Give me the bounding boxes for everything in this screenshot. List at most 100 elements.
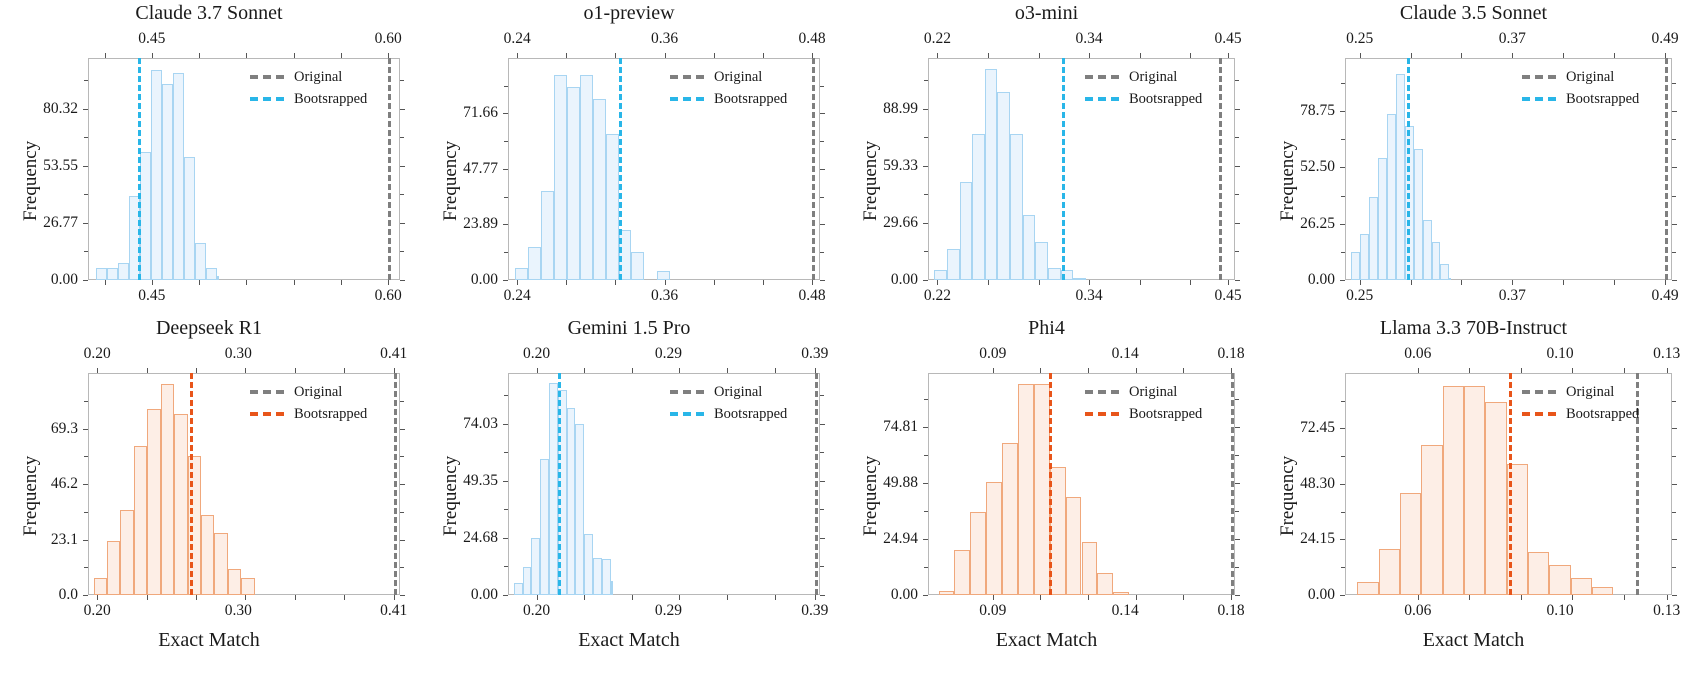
x-tick — [1231, 595, 1233, 600]
histogram-bar — [162, 83, 174, 280]
y-tick — [503, 423, 508, 425]
y-minor-tick-right — [1672, 400, 1676, 402]
y-axis-label: 72.45 — [1300, 419, 1335, 437]
histogram-bar — [946, 249, 960, 280]
bootstrapped-line — [189, 373, 193, 595]
y-axis-label: 48.30 — [1300, 474, 1335, 492]
legend: Original Bootsrapped — [670, 66, 787, 110]
original-dash-icon — [670, 75, 704, 79]
y-minor-tick — [84, 194, 88, 196]
y-axis-label: 0.00 — [470, 271, 498, 288]
original-line — [812, 58, 816, 280]
y-axis-label: 49.35 — [463, 471, 498, 489]
x-axis-label-top: 0.30 — [224, 345, 252, 362]
panel-claude-3-7-sonnet: Claude 3.7 Sonnet 0.45 0.45 0.60 0.60 0.00 26.… — [0, 0, 418, 315]
x-tick-top — [631, 368, 633, 373]
y-minor-tick — [504, 85, 508, 87]
x-tick-top — [104, 53, 106, 58]
histogram-bar — [173, 72, 185, 280]
x-tick — [1417, 595, 1419, 600]
x-axis-label: 0.45 — [138, 287, 166, 304]
y-tick — [1340, 428, 1345, 430]
y-tick — [1340, 539, 1345, 541]
legend-item-original: Original — [670, 381, 787, 403]
legend: Original Bootsrapped — [1085, 381, 1202, 425]
histogram-bar — [972, 133, 985, 280]
legend: Original Bootsrapped — [1522, 381, 1639, 425]
y-minor-tick — [924, 137, 928, 139]
panel-claude-3-5-sonnet: Claude 3.5 Sonnet 0.25 0.25 0.37 0.37 0.49 0.4… — [1257, 0, 1690, 315]
legend-item-bootstrapped: Bootsrapped — [1522, 88, 1639, 110]
y-tick-right — [400, 595, 405, 596]
panel-title: Llama 3.3 70B-Instruct — [1379, 317, 1568, 339]
x-tick-top — [536, 368, 538, 373]
y-axis-title: Frequency — [1277, 140, 1298, 221]
x-tick — [1139, 280, 1141, 285]
x-tick — [1512, 280, 1514, 285]
panel-llama-3-3-70b-instruct: Llama 3.3 70B-Instruct 0.06 0.06 0.10 0.10 0.… — [1257, 315, 1690, 689]
x-axis-label: 0.45 — [1214, 287, 1242, 304]
x-tick — [1461, 280, 1463, 285]
y-tick-right — [1235, 483, 1240, 485]
y-tick — [503, 224, 508, 226]
histogram-bar — [554, 75, 567, 280]
x-tick-top — [1512, 53, 1514, 58]
x-axis-label-top: 0.34 — [1075, 30, 1103, 47]
x-tick-top — [615, 53, 617, 58]
y-axis-label: 47.77 — [463, 159, 498, 177]
y-minor-tick — [504, 509, 508, 511]
y-axis-label: 88.99 — [883, 99, 918, 117]
legend-label-original: Original — [294, 383, 343, 400]
y-minor-tick — [924, 251, 928, 253]
y-minor-tick-right — [400, 511, 404, 513]
histogram-bar — [1442, 385, 1465, 595]
original-line — [393, 373, 397, 595]
legend-item-original: Original — [1085, 381, 1202, 403]
histogram-bar — [151, 69, 163, 280]
histogram-bar — [1065, 497, 1082, 595]
x-tick-top — [1520, 368, 1522, 373]
x-axis-label: 0.25 — [1346, 287, 1374, 304]
x-tick-top — [196, 368, 197, 373]
x-tick — [1624, 595, 1626, 600]
x-tick — [517, 280, 519, 285]
y-minor-tick — [1341, 456, 1345, 458]
x-tick — [1520, 595, 1522, 600]
y-minor-tick-right — [820, 509, 824, 511]
histogram-bar — [1431, 242, 1441, 280]
x-tick-top — [814, 368, 816, 373]
plot-area — [923, 368, 1240, 600]
histogram-bar — [1060, 270, 1074, 280]
y-tick-right — [1672, 595, 1677, 596]
bootstrapped-dash-icon — [1085, 97, 1119, 101]
y-tick — [83, 280, 88, 281]
x-axis-label: 0.18 — [1217, 602, 1245, 619]
y-axis-title: Frequency — [860, 140, 881, 221]
y-tick-right — [1235, 222, 1240, 224]
legend-item-bootstrapped: Bootsrapped — [1085, 88, 1202, 110]
x-tick — [1088, 595, 1090, 600]
x-tick — [988, 280, 989, 285]
x-axis-label-top: 0.09 — [979, 345, 1007, 362]
x-tick — [1190, 280, 1192, 285]
histogram-bar — [1035, 241, 1048, 280]
x-tick-top — [1359, 53, 1361, 58]
panel-gemini-1-5-pro: Gemini 1.5 Pro 0.20 0.20 0.29 0.29 0.39 0.39 0.… — [420, 315, 838, 689]
x-tick-top — [1614, 53, 1616, 58]
x-axis-label: 0.20 — [83, 602, 111, 619]
y-axis-label: 0.0 — [58, 586, 78, 603]
y-minor-tick-right — [820, 196, 824, 198]
y-axis-label: 24.68 — [463, 528, 498, 546]
y-tick-right — [400, 280, 405, 281]
histogram-bar — [970, 512, 987, 595]
x-tick-top — [1139, 53, 1141, 58]
histogram-bar — [1369, 197, 1379, 280]
x-axis-label: 0.13 — [1653, 602, 1681, 619]
x-axis-label: 0.37 — [1498, 287, 1526, 304]
y-minor-tick — [1341, 251, 1345, 253]
x-tick-top — [1228, 53, 1230, 58]
legend-label-bootstrapped: Bootsrapped — [714, 405, 788, 422]
x-axis-label-top: 0.22 — [923, 30, 952, 47]
y-tick — [503, 113, 508, 115]
x-tick-top — [517, 53, 519, 58]
